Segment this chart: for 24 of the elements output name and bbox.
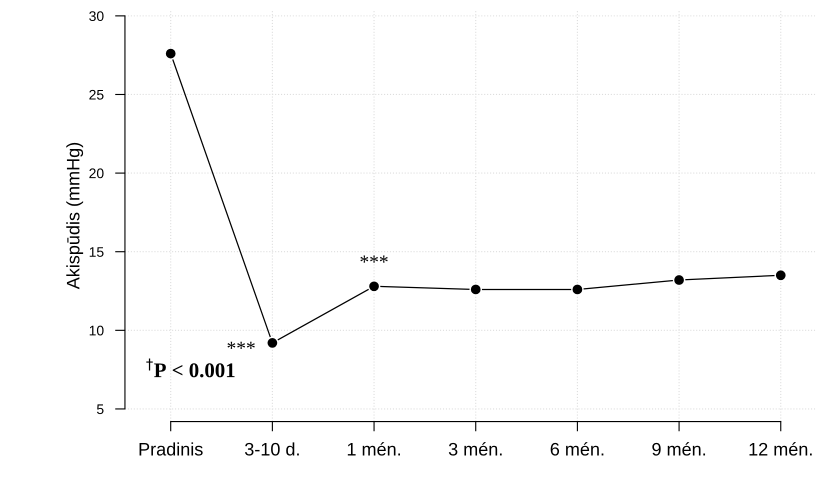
point bbox=[672, 274, 686, 286]
x-tick-label: 9 mén. bbox=[652, 442, 706, 456]
y-axis-title: Akispūdis (mmHg) bbox=[66, 142, 84, 290]
y-tick-label: 5 bbox=[96, 404, 104, 414]
x-tick-label: 12 mén. bbox=[750, 442, 812, 456]
y-tick-label: 25 bbox=[89, 90, 104, 100]
point bbox=[368, 280, 380, 293]
y-tick-label: 20 bbox=[89, 168, 104, 178]
x-tick-label: 3-10 d. bbox=[244, 442, 299, 456]
annotation: *** bbox=[360, 256, 388, 263]
x-tick-label: 6 mén. bbox=[550, 442, 604, 456]
point bbox=[164, 47, 177, 60]
y-tick-label: 15 bbox=[90, 247, 104, 257]
annotation: *** bbox=[227, 342, 255, 349]
x-tick-label: 3 mén. bbox=[448, 442, 502, 456]
y-tick-label: 30 bbox=[89, 11, 104, 22]
y-tick-label: 10 bbox=[90, 326, 104, 336]
point bbox=[469, 283, 482, 296]
annotation: $^{†}$P < 0.001 bbox=[146, 358, 235, 378]
x-tick-label: 1 mén. bbox=[348, 442, 400, 456]
point bbox=[774, 269, 788, 282]
point bbox=[571, 283, 584, 296]
x-tick-label: Pradinis bbox=[140, 442, 203, 456]
point bbox=[266, 336, 279, 350]
